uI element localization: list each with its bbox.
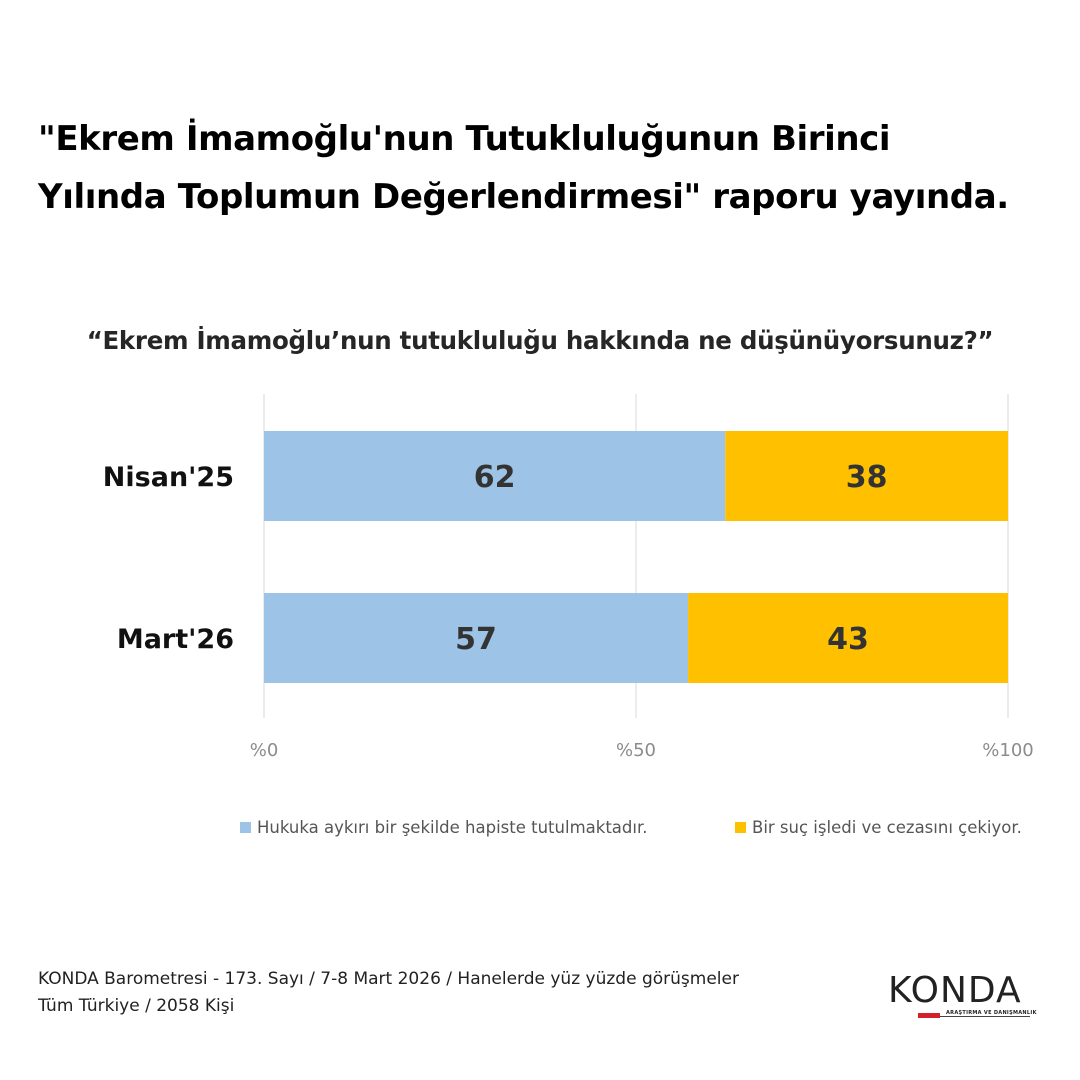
- source-note: KONDA Barometresi - 173. Sayı / 7-8 Mart…: [38, 966, 739, 1020]
- data-label-1-series-0: 57: [455, 622, 497, 657]
- legend-item-1: Bir suç işledi ve cezasını çekiyor.: [735, 818, 1022, 837]
- konda-logo-tagline: ARAŞTIRMA VE DANIŞMANLIK: [946, 1010, 1037, 1016]
- category-label-0: Nisan'25: [103, 462, 234, 493]
- headline-line-1: "Ekrem İmamoğlu'nun Tutukluluğunun Birin…: [38, 119, 891, 159]
- data-label-1-series-1: 43: [827, 622, 869, 657]
- legend-swatch-1: [735, 822, 746, 833]
- headline: "Ekrem İmamoğlu'nun Tutukluluğunun Birin…: [38, 110, 1048, 226]
- x-tick-label-50: %50: [616, 740, 656, 761]
- x-tick-label-0: %0: [250, 740, 279, 761]
- data-label-0-series-1: 38: [846, 460, 888, 495]
- source-line-2: Tüm Türkiye / 2058 Kişi: [38, 996, 235, 1016]
- bar-0-series-0: [264, 431, 726, 521]
- stacked-bar-chart: %0 %50 %100 Nisan'25 62 38 Mart'26 57 43: [103, 394, 1034, 761]
- bar-1-series-1: [688, 593, 1008, 683]
- legend-swatch-0: [240, 822, 251, 833]
- headline-line-2: Yılında Toplumun Değerlendirmesi" raporu…: [38, 177, 1009, 217]
- konda-logo-red-bar: [918, 1013, 940, 1018]
- legend-label-0: Hukuka aykırı bir şekilde hapiste tutulm…: [257, 818, 648, 837]
- bar-1-series-0: [264, 593, 689, 683]
- chart-legend: Hukuka aykırı bir şekilde hapiste tutulm…: [0, 818, 1080, 842]
- konda-logo: KONDA ARAŞTIRMA VE DANIŞMANLIK: [888, 973, 1038, 1023]
- category-label-1: Mart'26: [117, 624, 234, 655]
- data-label-0-series-0: 62: [474, 460, 516, 495]
- bar-0-series-1: [725, 431, 1008, 521]
- x-tick-label-100: %100: [982, 740, 1033, 761]
- source-line-1: KONDA Barometresi - 173. Sayı / 7-8 Mart…: [38, 969, 739, 989]
- legend-item-0: Hukuka aykırı bir şekilde hapiste tutulm…: [240, 818, 647, 837]
- konda-logo-wordmark: KONDA: [888, 970, 1022, 1011]
- chart-question: “Ekrem İmamoğlu’nun tutukluluğu hakkında…: [86, 326, 994, 355]
- legend-label-1: Bir suç işledi ve cezasını çekiyor.: [752, 818, 1022, 837]
- konda-logo-rule: [940, 1016, 1030, 1017]
